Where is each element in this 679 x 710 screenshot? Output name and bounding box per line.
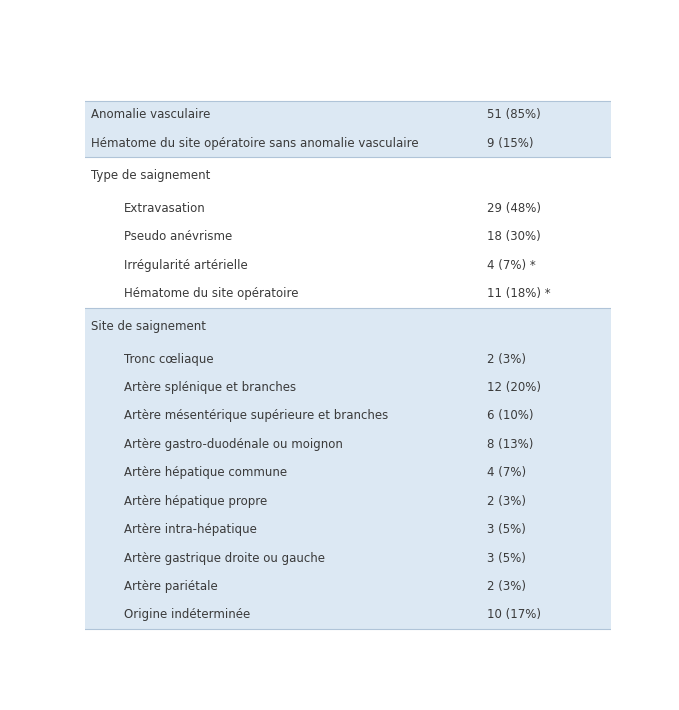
Text: Irrégularité artérielle: Irrégularité artérielle bbox=[124, 259, 248, 272]
Text: Artère hépatique propre: Artère hépatique propre bbox=[124, 495, 268, 508]
Text: 3 (5%): 3 (5%) bbox=[488, 523, 526, 536]
Text: Extravasation: Extravasation bbox=[124, 202, 206, 215]
Text: 9 (15%): 9 (15%) bbox=[488, 136, 534, 150]
Text: 2 (3%): 2 (3%) bbox=[488, 353, 526, 366]
Text: Artère gastrique droite ou gauche: Artère gastrique droite ou gauche bbox=[124, 552, 325, 564]
Text: 29 (48%): 29 (48%) bbox=[488, 202, 541, 215]
Text: Artère hépatique commune: Artère hépatique commune bbox=[124, 466, 287, 479]
Text: Hématome du site opératoire: Hématome du site opératoire bbox=[124, 288, 299, 300]
Text: 18 (30%): 18 (30%) bbox=[488, 231, 541, 244]
Text: 6 (10%): 6 (10%) bbox=[488, 410, 534, 422]
Text: Tronc cœliaque: Tronc cœliaque bbox=[124, 353, 214, 366]
Text: Artère mésentérique supérieure et branches: Artère mésentérique supérieure et branch… bbox=[124, 410, 388, 422]
Text: 3 (5%): 3 (5%) bbox=[488, 552, 526, 564]
Bar bbox=[85, 308, 611, 629]
Bar bbox=[85, 101, 611, 158]
Text: 2 (3%): 2 (3%) bbox=[488, 495, 526, 508]
Text: 4 (7%) *: 4 (7%) * bbox=[488, 259, 536, 272]
Text: Artère pariétale: Artère pariétale bbox=[124, 580, 218, 593]
Text: 51 (85%): 51 (85%) bbox=[488, 108, 541, 121]
Text: 2 (3%): 2 (3%) bbox=[488, 580, 526, 593]
Text: 11 (18%) *: 11 (18%) * bbox=[488, 288, 551, 300]
Text: 8 (13%): 8 (13%) bbox=[488, 438, 534, 451]
Text: 4 (7%): 4 (7%) bbox=[488, 466, 526, 479]
Bar bbox=[85, 158, 611, 308]
Text: 10 (17%): 10 (17%) bbox=[488, 608, 541, 621]
Text: Anomalie vasculaire: Anomalie vasculaire bbox=[91, 108, 210, 121]
Text: Site de saignement: Site de saignement bbox=[91, 320, 206, 333]
Text: Origine indéterminée: Origine indéterminée bbox=[124, 608, 251, 621]
Text: Hématome du site opératoire sans anomalie vasculaire: Hématome du site opératoire sans anomali… bbox=[91, 136, 419, 150]
Text: Type de saignement: Type de saignement bbox=[91, 169, 210, 182]
Text: 12 (20%): 12 (20%) bbox=[488, 381, 541, 394]
Text: Artère splénique et branches: Artère splénique et branches bbox=[124, 381, 297, 394]
Text: Pseudo anévrisme: Pseudo anévrisme bbox=[124, 231, 233, 244]
Text: Artère gastro-duodénale ou moignon: Artère gastro-duodénale ou moignon bbox=[124, 438, 343, 451]
Text: Artère intra-hépatique: Artère intra-hépatique bbox=[124, 523, 257, 536]
